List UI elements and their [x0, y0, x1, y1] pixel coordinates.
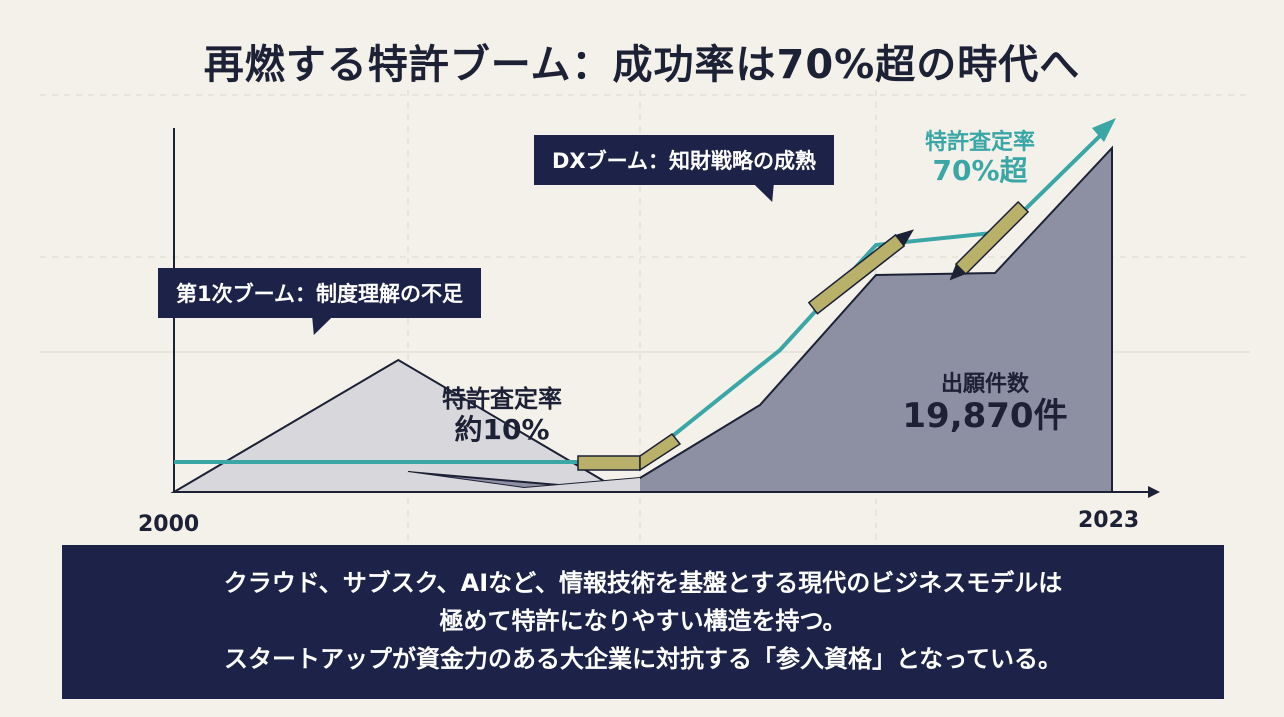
banner-line-3: スタートアップが資金力のある大企業に対抗する「参入資格」となっている。: [223, 645, 1063, 673]
area-dx-boom-light: [408, 472, 640, 492]
x-tick-label-start: 2000: [138, 512, 200, 537]
pen-icon: [577, 432, 682, 472]
rate-low-label: 特許査定率: [442, 385, 562, 413]
banner-line-2: 極めて特許になりやすい構造を持つ。: [439, 607, 847, 635]
rate-line-arrow: [1092, 118, 1116, 142]
rate-high-label: 特許査定率: [924, 130, 1035, 155]
page-title: 再燃する特許ブーム：成功率は70%超の時代へ: [203, 42, 1081, 88]
annotation-applications: 出願件数 19,870件: [880, 372, 1090, 436]
summary-banner: クラウド、サブスク、AIなど、情報技術を基盤とする現代のビジネスモデルは 極めて…: [62, 545, 1224, 699]
pen-icon: [807, 229, 915, 315]
x-tick-label-end: 2023: [1078, 508, 1140, 533]
pen-icon: [949, 200, 1030, 281]
applications-value: 19,870件: [902, 396, 1068, 437]
applications-label: 出願件数: [940, 372, 1029, 397]
annotation-rate-low: 特許査定率 約10%: [412, 385, 592, 446]
x-axis-arrow: [1148, 486, 1160, 498]
banner-line-1: クラウド、サブスク、AIなど、情報技術を基盤とする現代のビジネスモデルは: [223, 569, 1063, 597]
callout-dx-boom: DXブーム：知財戦略の成熟: [534, 135, 834, 185]
rate-low-value: 約10%: [454, 412, 550, 446]
callout-first-boom: 第1次ブーム：制度理解の不足: [158, 268, 481, 318]
rate-high-value: 70%超: [932, 154, 1028, 188]
annotation-rate-high: 特許査定率 70%超: [880, 130, 1080, 187]
